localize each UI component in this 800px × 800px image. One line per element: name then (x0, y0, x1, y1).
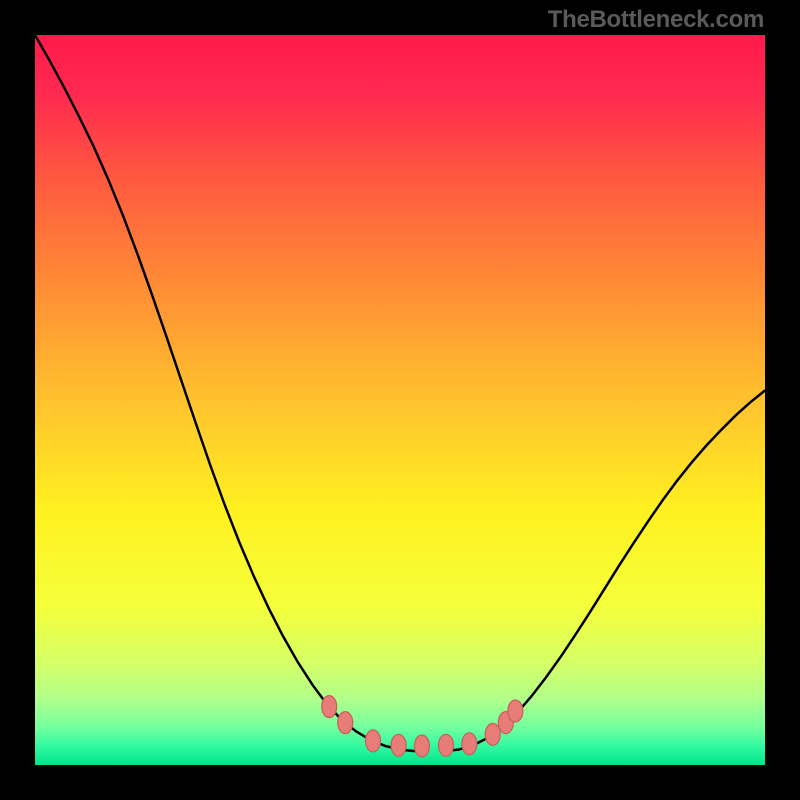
watermark-text: TheBottleneck.com (548, 6, 764, 34)
trough-marker (414, 735, 429, 757)
plot-area (35, 35, 765, 765)
trough-marker (462, 733, 477, 755)
figure-root: TheBottleneck.com (0, 0, 800, 800)
trough-marker (338, 712, 353, 734)
gradient-background (35, 35, 765, 765)
trough-marker (365, 730, 380, 752)
trough-marker (391, 734, 406, 756)
trough-marker (485, 723, 500, 745)
trough-marker (322, 696, 337, 718)
plot-svg (35, 35, 765, 765)
trough-marker (508, 700, 523, 722)
trough-marker (438, 734, 453, 756)
